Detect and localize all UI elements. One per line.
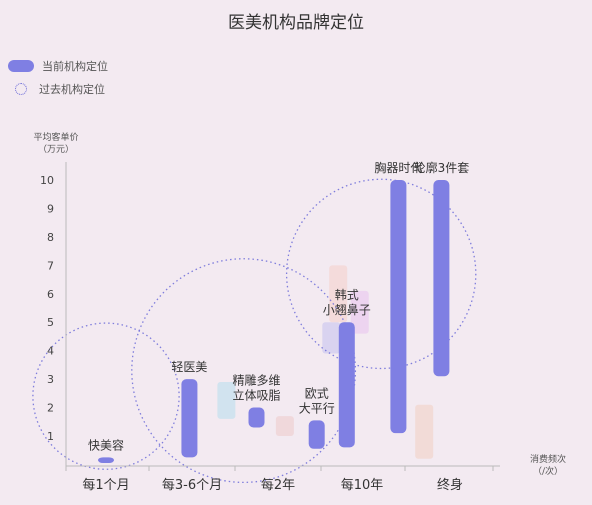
x-tick-label-3: 每10年 (341, 477, 384, 493)
legend-current-label: 当前机构定位 (42, 60, 108, 73)
x-tick-label-1: 每3-6个月 (162, 477, 222, 493)
y-tick-label-4: 4 (47, 345, 54, 358)
bar-5[interactable] (390, 180, 407, 434)
bar-label-4-0: 韩式 (335, 287, 359, 302)
x-tick-label-4: 终身 (437, 477, 463, 493)
background-bar-0 (217, 381, 236, 419)
y-tick-label-5: 5 (47, 316, 54, 329)
x-tick-label-0: 每1个月 (82, 477, 129, 493)
background-bar-2 (322, 322, 341, 354)
bar-2[interactable] (248, 407, 265, 428)
bar-label-2-1: 立体吸脂 (232, 388, 280, 403)
y-tick-label-2: 2 (47, 402, 54, 415)
bar-6[interactable] (433, 180, 450, 377)
background-bar-5 (415, 404, 434, 459)
bar-label-5-0: 胸器时代 (374, 160, 422, 175)
past-position-circle-1 (131, 258, 357, 484)
bar-label-0-0: 快美容 (88, 437, 124, 452)
legend-current-swatch (8, 60, 34, 72)
y-tick-label-1: 1 (47, 430, 54, 443)
y-tick-label-3: 3 (47, 373, 54, 386)
x-axis-title-line-1: （/次） (533, 465, 563, 477)
bar-label-2-0: 精雕多维 (232, 373, 280, 388)
bar-label-4-1: 小翘鼻子 (323, 302, 371, 317)
past-position-circle-2 (285, 178, 477, 370)
x-axis-title-line-0: 消费频次 (530, 453, 566, 465)
legend-current: 当前机构定位 (8, 58, 108, 74)
legend-past-swatch (15, 83, 27, 95)
background-bar-3 (329, 265, 348, 323)
bar-label-6-0: 轮廓3件套 (414, 160, 470, 175)
bar-0[interactable] (98, 457, 114, 464)
background-bar-1 (275, 416, 294, 436)
bar-4[interactable] (338, 322, 355, 448)
bar-label-3-0: 欧式 (305, 386, 329, 400)
y-tick-label-8: 8 (47, 231, 54, 244)
bar-label-1-0: 轻医美 (171, 360, 207, 374)
y-tick-label-7: 7 (47, 259, 54, 272)
background-bar-4 (350, 290, 369, 334)
bar-label-3-1: 大平行 (299, 401, 335, 415)
y-axis-title-line-1: （万元） (38, 144, 74, 155)
past-position-circle-0 (32, 322, 180, 470)
y-tick-label-10: 10 (40, 174, 54, 187)
y-tick-label-6: 6 (47, 288, 54, 301)
bar-3[interactable] (308, 420, 325, 449)
bar-1[interactable] (181, 379, 198, 458)
legend-past-label: 过去机构定位 (39, 83, 105, 96)
chart-title: 医美机构品牌定位 (228, 13, 364, 33)
y-axis-title-line-0: 平均客单价 (33, 131, 78, 143)
legend-past: 过去机构定位 (8, 81, 105, 97)
x-tick-label-2: 每2年 (261, 477, 295, 493)
y-tick-label-9: 9 (47, 202, 54, 215)
